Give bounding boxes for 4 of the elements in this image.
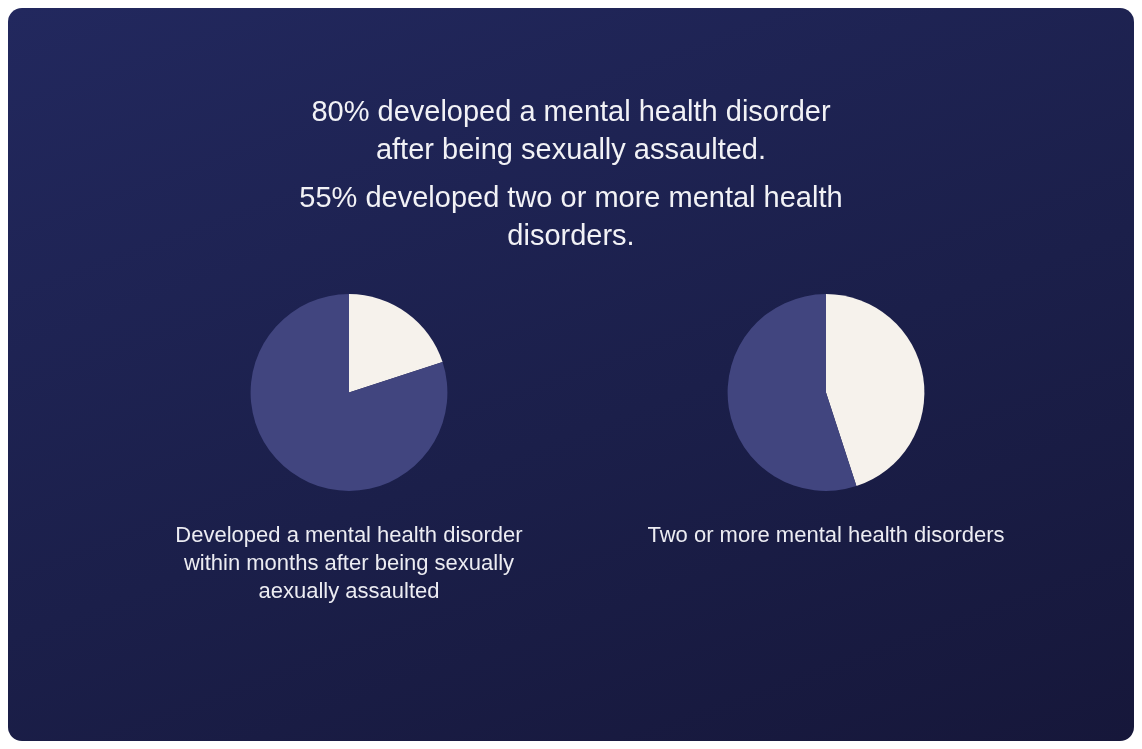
text: 80% developed a mental health disorder after being sexually assaulted.	[310, 94, 832, 167]
chart-title: 55% developed two or more mental health disorders.	[298, 180, 844, 253]
text: Developed a mental health disorder within months after being sexually aexually assaulted	[174, 521, 524, 605]
text: Two or more mental health disorders	[646, 521, 1006, 549]
